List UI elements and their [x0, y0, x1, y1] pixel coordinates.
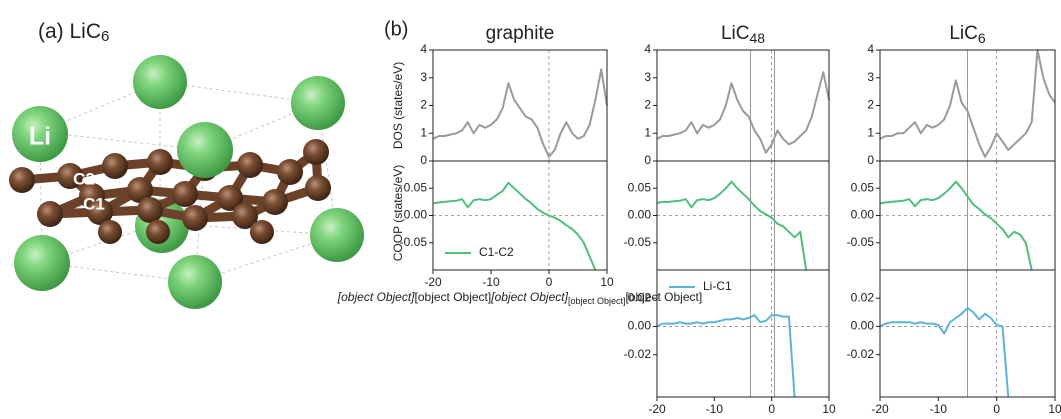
y-axis-label: DOS (states/eV): [391, 62, 405, 149]
y-tick-label: 1: [420, 125, 427, 139]
x-tick-label: 0: [993, 402, 1000, 414]
chart-title-text: LiC: [949, 23, 978, 44]
y-tick-label: -0.02: [847, 347, 875, 361]
x-tick-label: 10: [822, 402, 836, 414]
x-tick-label: -10: [930, 402, 948, 414]
y-tick-label: -0.05: [624, 235, 652, 249]
y-tick-label: 1: [867, 125, 874, 139]
chart-title: LiC48: [721, 23, 765, 46]
chart-title-text: LiC: [721, 23, 750, 44]
axes-frame: [657, 50, 829, 161]
y-tick-label: 3: [867, 70, 874, 84]
y-tick-label: 3: [644, 70, 651, 84]
y-tick-label: 0: [867, 153, 874, 167]
data-line: [433, 69, 607, 156]
chart-title: graphite: [486, 23, 555, 44]
x-tick-label: -20: [648, 402, 666, 414]
chart-title-sub: 48: [749, 30, 765, 46]
y-tick-label: 0.05: [851, 180, 875, 194]
atom-label: C2: [73, 169, 95, 188]
y-tick-label: 2: [867, 98, 874, 112]
data-line: [880, 308, 1008, 397]
panel-label: (a) LiC6: [38, 20, 109, 45]
y-tick-label: 0.05: [628, 180, 652, 194]
y-tick-label: 4: [867, 42, 874, 56]
panel-label-sub: 6: [101, 28, 109, 45]
li-atom: [177, 122, 233, 178]
li-atom: [310, 208, 364, 262]
y-tick-label: -0.05: [847, 235, 875, 249]
y-tick-label: 0.00: [851, 319, 875, 333]
x-tick-label: -20: [871, 402, 889, 414]
chart-title-sub: 6: [978, 30, 986, 46]
molecule-drawing: Li C2 C1: [9, 55, 364, 309]
li-atom: [291, 76, 345, 130]
x-tick-label: 10: [600, 275, 614, 289]
legend-label: Li-C1: [703, 279, 732, 293]
chart-title-text: graphite: [486, 23, 555, 44]
data-line: [657, 182, 806, 270]
y-tick-label: 0.00: [851, 208, 875, 222]
data-line: [880, 182, 1032, 270]
y-tick-label: 4: [644, 42, 651, 56]
data-line: [657, 315, 795, 397]
x-tick-label: -10: [706, 402, 724, 414]
y-tick-label: 0.02: [851, 290, 875, 304]
y-tick-label: 1: [644, 125, 651, 139]
x-tick-label: -20: [424, 275, 442, 289]
x-tick-label: 0: [546, 275, 553, 289]
atom-label: Li: [29, 123, 51, 151]
li-atom: [168, 255, 222, 309]
panel-label: (b): [384, 18, 408, 40]
axes-frame: [433, 50, 607, 161]
y-tick-label: 3: [420, 70, 427, 84]
x-axis-label-part: [object Object]: [490, 290, 568, 304]
y-tick-label: 0.00: [404, 208, 428, 222]
y-axis-label: COOP (states/eV): [391, 165, 405, 261]
x-tick-label: 10: [1048, 402, 1061, 414]
y-tick-label: 0.00: [628, 319, 652, 333]
y-tick-label: 2: [644, 98, 651, 112]
data-line: [433, 183, 595, 270]
x-tick-label: -10: [482, 275, 500, 289]
y-tick-label: 4: [420, 42, 427, 56]
x-axis-label-part: [object Object]: [337, 290, 415, 304]
x-axis-label-part: [object Object]: [568, 296, 626, 306]
atom-label: C1: [83, 194, 105, 213]
y-tick-label: 0.02: [628, 290, 652, 304]
y-tick-label: 0: [644, 153, 651, 167]
data-line: [657, 72, 829, 153]
y-tick-label: 2: [420, 98, 427, 112]
y-tick-label: 0.05: [404, 180, 428, 194]
x-axis-label-part: [object Object]: [415, 290, 492, 304]
axes-frame: [657, 270, 829, 397]
y-tick-label: 0.00: [628, 208, 652, 222]
chart-title: LiC6: [949, 23, 986, 46]
x-tick-label: 0: [768, 402, 775, 414]
y-tick-label: -0.02: [624, 347, 652, 361]
li-atom: [14, 235, 70, 291]
y-tick-label: 0: [420, 153, 427, 167]
legend-label: C1-C2: [479, 245, 514, 259]
panel-label-text: (a) LiC: [38, 20, 101, 43]
figure: Li C2 C1 (a) LiC6 (b) 01234graphiteDOS (…: [0, 0, 1061, 414]
li-atom: [133, 55, 187, 109]
